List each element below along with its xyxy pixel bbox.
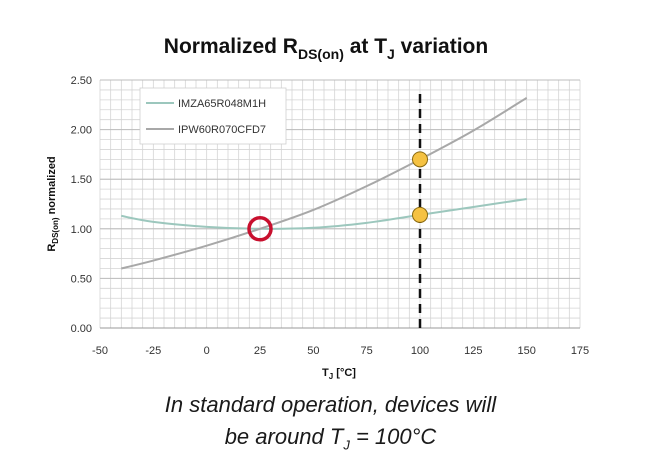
x-axis-label: TJ [°C]: [322, 367, 356, 381]
y-tick-label: 1.50: [71, 174, 92, 186]
caption-line-2: be around TJ = 100°C: [0, 424, 661, 452]
y-tick-label: 1.00: [71, 224, 92, 236]
operating-point-marker: [412, 151, 428, 168]
y-tick-label: 0.00: [71, 323, 92, 335]
x-tick-label: -50: [92, 345, 108, 357]
crossover-marker: [247, 216, 273, 242]
series-line-imza65r048m1h: [121, 198, 527, 230]
caption-line-2-sub: J: [343, 437, 350, 453]
legend-label-imza65r048m1h: IMZA65R048M1H: [178, 98, 266, 110]
x-tick-label: 150: [517, 345, 535, 357]
annotations: [247, 94, 428, 334]
x-tick-label: 100: [411, 345, 429, 357]
caption-line-1: In standard operation, devices will: [164, 392, 497, 417]
axes: -50 -25 0 25 50 75 100 125 150 175 0.00 0.50 1.00 1.5…: [71, 75, 590, 357]
legend-box: [139, 87, 287, 145]
x-tick-label: 125: [464, 345, 482, 357]
series-line-ipw60r070cfd7: [121, 97, 528, 270]
caption-line-2-pre: be around T: [224, 424, 344, 449]
chart-title: Normalized RDS(on) at TJ variation: [164, 35, 488, 62]
x-tick-label: 25: [254, 345, 266, 357]
x-tick-label: -25: [145, 345, 161, 357]
legend: IMZA65R048M1H IPW60R070CFD7: [139, 87, 287, 145]
caption-line-2-post: = 100°C: [349, 424, 437, 449]
x-tick-label: 75: [361, 345, 373, 357]
y-tick-label: 2.00: [71, 125, 92, 137]
x-tick-label: 175: [571, 345, 589, 357]
operating-point-marker: [412, 206, 428, 223]
y-axis-label: RDS(on) normalized: [46, 156, 60, 251]
y-tick-label: 0.50: [71, 273, 92, 285]
plot-area: [121, 97, 528, 270]
legend-label-ipw60r070cfd7: IPW60R070CFD7: [178, 124, 266, 136]
y-tick-label: 2.50: [71, 75, 92, 87]
x-tick-label: 50: [307, 345, 319, 357]
x-tick-label: 0: [204, 345, 210, 357]
